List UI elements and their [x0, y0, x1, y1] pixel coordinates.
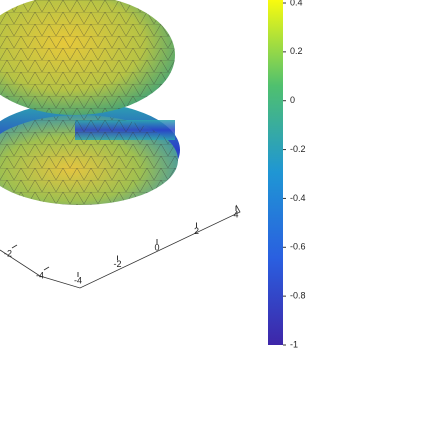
- colorbar-tick-label: -1: [290, 339, 298, 349]
- colorbar-tick-label: 0.2: [290, 46, 303, 56]
- axes: [0, 204, 241, 289]
- x-tick-label: 4: [233, 209, 238, 219]
- y-tick-label: -4: [36, 270, 44, 280]
- colorbar-bar: [268, 0, 283, 345]
- colorbar-tick-label: 0: [290, 95, 295, 105]
- colorbar-tick-label: 0.4: [290, 0, 303, 7]
- y-tick: [43, 266, 50, 271]
- y-tick: [11, 244, 18, 249]
- x-tick-label: 0: [154, 242, 159, 252]
- y-tick-label: -2: [4, 248, 12, 258]
- x-tick-label: -4: [74, 275, 82, 285]
- x-tick-label: 2: [194, 226, 199, 236]
- colorbar: 0.4 0.2 0 -0.2 -0.4 -0.6 -0.8 -1: [268, 0, 306, 349]
- colorbar-tick-label: -0.8: [290, 291, 306, 301]
- x-tick-label: -2: [113, 259, 121, 269]
- colorbar-tick-label: -0.6: [290, 242, 306, 252]
- colorbar-tick-label: -0.4: [290, 193, 306, 203]
- surface: [0, 0, 180, 205]
- colorbar-tick-label: -0.2: [290, 144, 306, 154]
